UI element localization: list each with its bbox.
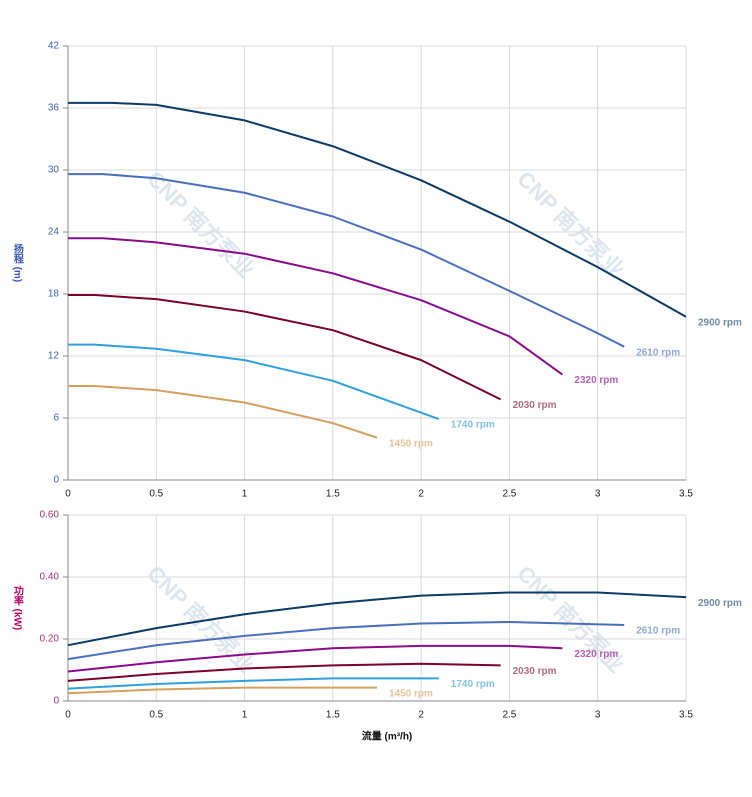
y-tick-label: 0 — [53, 475, 59, 486]
series-line — [67, 591, 687, 647]
series-label: 1450 rpm — [389, 438, 433, 449]
x-tick-label: 0 — [65, 710, 71, 721]
y-tick-label: 24 — [48, 227, 60, 238]
y-tick-label: 0.40 — [40, 572, 60, 583]
series-line — [67, 686, 377, 695]
x-tick-label: 3 — [595, 710, 601, 721]
y-axis-label: 功率 (kW) — [11, 585, 23, 631]
series-label: 2610 rpm — [636, 347, 680, 358]
y-tick-label: 36 — [48, 103, 60, 114]
x-tick-label: 2.5 — [502, 710, 516, 721]
watermark: CNP 南方泵业 — [512, 561, 629, 678]
x-tick-label: 0.5 — [149, 710, 163, 721]
x-tick-label: 3.5 — [679, 489, 693, 500]
x-tick-label: 2 — [418, 489, 424, 500]
x-tick-label: 3.5 — [679, 710, 693, 721]
y-tick-label: 0.20 — [40, 634, 60, 645]
watermark: CNP 南方泵业 — [142, 561, 259, 678]
x-tick-label: 1 — [242, 710, 248, 721]
watermark: CNP 南方泵业 — [142, 166, 259, 283]
y-tick-label: 6 — [53, 413, 59, 424]
series-line — [67, 620, 625, 661]
series-line — [67, 644, 563, 673]
series-label: 2320 rpm — [574, 375, 618, 386]
series-label: 2900 rpm — [698, 598, 742, 609]
y-tick-label: 18 — [48, 289, 60, 300]
x-tick-label: 1.5 — [326, 489, 340, 500]
series-line — [68, 101, 687, 318]
series-line — [67, 662, 501, 682]
series-label: 1450 rpm — [389, 688, 433, 699]
series-label: 1740 rpm — [451, 679, 495, 690]
y-axis-label: 扬程 (m) — [11, 243, 23, 283]
x-tick-label: 1.5 — [326, 710, 340, 721]
series-label: 2610 rpm — [636, 626, 680, 637]
series-label: 2030 rpm — [513, 666, 557, 677]
series-line — [68, 237, 563, 376]
series-line — [68, 294, 502, 401]
series-label: 2320 rpm — [574, 649, 618, 660]
series-line — [68, 173, 625, 348]
y-tick-label: 12 — [48, 351, 60, 362]
x-tick-label: 0.5 — [149, 489, 163, 500]
series-label: 1740 rpm — [451, 420, 495, 431]
y-tick-label: 42 — [48, 41, 60, 52]
x-tick-label: 1 — [242, 489, 248, 500]
watermark: CNP 南方泵业 — [512, 166, 629, 283]
y-tick-label: 0.60 — [40, 510, 60, 521]
x-tick-label: 2.5 — [502, 489, 516, 500]
y-tick-label: 30 — [48, 165, 60, 176]
series-line — [68, 343, 440, 420]
series-line — [67, 677, 439, 690]
x-tick-label: 2 — [418, 710, 424, 721]
series-label: 2030 rpm — [513, 400, 557, 411]
x-tick-label: 3 — [595, 489, 601, 500]
y-tick-label: 0 — [53, 696, 59, 707]
series-line — [68, 384, 378, 439]
x-tick-label: 0 — [65, 489, 71, 500]
series-label: 2900 rpm — [698, 317, 742, 328]
x-axis-label: 流量 (m³/h) — [362, 730, 413, 743]
